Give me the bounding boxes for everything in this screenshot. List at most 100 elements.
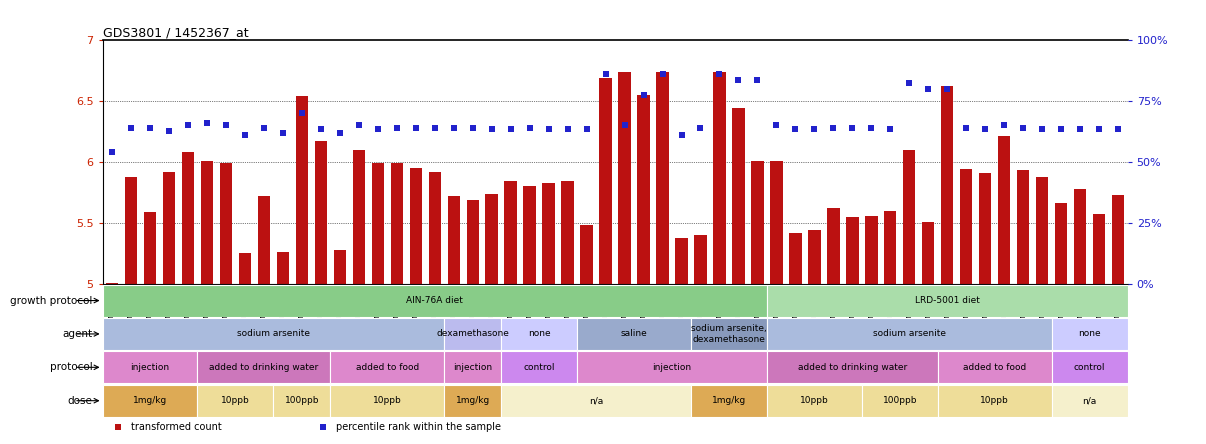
Bar	[258, 196, 270, 444]
Text: transformed count: transformed count	[131, 422, 222, 432]
Text: 1mg/kg: 1mg/kg	[133, 396, 168, 405]
Text: sodium arsenite,
dexamethasone: sodium arsenite, dexamethasone	[691, 324, 767, 344]
Text: 1mg/kg: 1mg/kg	[712, 396, 747, 405]
Bar	[239, 254, 251, 444]
Bar	[827, 208, 839, 444]
Bar	[444, 351, 502, 383]
Bar	[391, 163, 403, 444]
Bar	[352, 150, 365, 444]
Text: n/a: n/a	[1083, 396, 1096, 405]
Bar	[295, 96, 308, 444]
Bar	[330, 385, 444, 417]
Bar	[198, 351, 330, 383]
Text: 10ppb: 10ppb	[373, 396, 402, 405]
Bar	[502, 351, 578, 383]
Text: 10ppb: 10ppb	[800, 396, 829, 405]
Bar	[713, 71, 726, 444]
Text: 100ppb: 100ppb	[883, 396, 917, 405]
Bar	[1052, 351, 1128, 383]
Bar	[562, 182, 574, 444]
Text: 10ppb: 10ppb	[980, 396, 1009, 405]
Bar	[502, 385, 691, 417]
Bar	[371, 163, 384, 444]
Text: added to drinking water: added to drinking water	[210, 363, 318, 372]
Text: injection: injection	[130, 363, 170, 372]
Text: LRD-5001 diet: LRD-5001 diet	[915, 296, 979, 305]
Text: percentile rank within the sample: percentile rank within the sample	[336, 422, 502, 432]
Bar	[334, 250, 346, 444]
Text: saline: saline	[621, 329, 648, 338]
Bar	[144, 212, 156, 444]
Bar	[903, 150, 915, 444]
Text: none: none	[528, 329, 550, 338]
Bar	[103, 351, 198, 383]
Bar	[938, 385, 1052, 417]
Bar	[979, 173, 991, 444]
Text: dose: dose	[68, 396, 92, 406]
Bar	[578, 318, 691, 350]
Text: added to food: added to food	[964, 363, 1026, 372]
Bar	[523, 186, 535, 444]
Bar	[637, 95, 650, 444]
Bar	[1075, 189, 1087, 444]
Text: dexamethasone: dexamethasone	[437, 329, 509, 338]
Text: added to drinking water: added to drinking water	[797, 363, 907, 372]
Bar	[923, 222, 935, 444]
Text: 10ppb: 10ppb	[221, 396, 250, 405]
Bar	[219, 163, 232, 444]
Bar	[444, 318, 502, 350]
Bar	[163, 172, 175, 444]
Bar	[467, 200, 479, 444]
Text: n/a: n/a	[589, 396, 603, 405]
Bar	[1052, 318, 1128, 350]
Bar	[1036, 177, 1048, 444]
Bar	[444, 385, 502, 417]
Bar	[103, 285, 767, 317]
Bar	[1093, 214, 1106, 444]
Bar	[1052, 385, 1128, 417]
Bar	[732, 108, 744, 444]
Bar	[767, 285, 1128, 317]
Text: sodium arsenite: sodium arsenite	[236, 329, 310, 338]
Bar	[182, 152, 194, 444]
Bar	[330, 351, 444, 383]
Text: control: control	[523, 363, 555, 372]
Bar	[862, 385, 938, 417]
Text: GDS3801 / 1452367_at: GDS3801 / 1452367_at	[103, 26, 248, 39]
Bar	[771, 161, 783, 444]
Bar	[410, 168, 422, 444]
Bar	[543, 182, 555, 444]
Bar	[751, 161, 763, 444]
Text: added to food: added to food	[356, 363, 418, 372]
Bar	[276, 252, 289, 444]
Bar	[200, 161, 213, 444]
Bar	[447, 196, 459, 444]
Bar	[1112, 195, 1124, 444]
Bar	[767, 351, 938, 383]
Bar	[767, 385, 862, 417]
Bar	[960, 169, 972, 444]
Bar	[502, 318, 578, 350]
Bar	[675, 238, 687, 444]
Bar	[938, 351, 1052, 383]
Bar	[1017, 170, 1030, 444]
Bar	[619, 71, 631, 444]
Bar	[941, 86, 954, 444]
Text: protocol: protocol	[49, 362, 92, 373]
Bar	[504, 182, 517, 444]
Bar	[599, 78, 611, 444]
Bar	[198, 385, 274, 417]
Bar	[274, 385, 330, 417]
Bar	[789, 233, 802, 444]
Bar	[808, 230, 820, 444]
Bar	[691, 385, 767, 417]
Bar	[1055, 203, 1067, 444]
Text: growth protocol: growth protocol	[10, 296, 92, 305]
Bar	[691, 318, 767, 350]
Bar	[578, 351, 767, 383]
Text: 100ppb: 100ppb	[285, 396, 320, 405]
Text: agent: agent	[63, 329, 92, 339]
Bar	[884, 211, 896, 444]
Bar	[486, 194, 498, 444]
Bar	[103, 385, 198, 417]
